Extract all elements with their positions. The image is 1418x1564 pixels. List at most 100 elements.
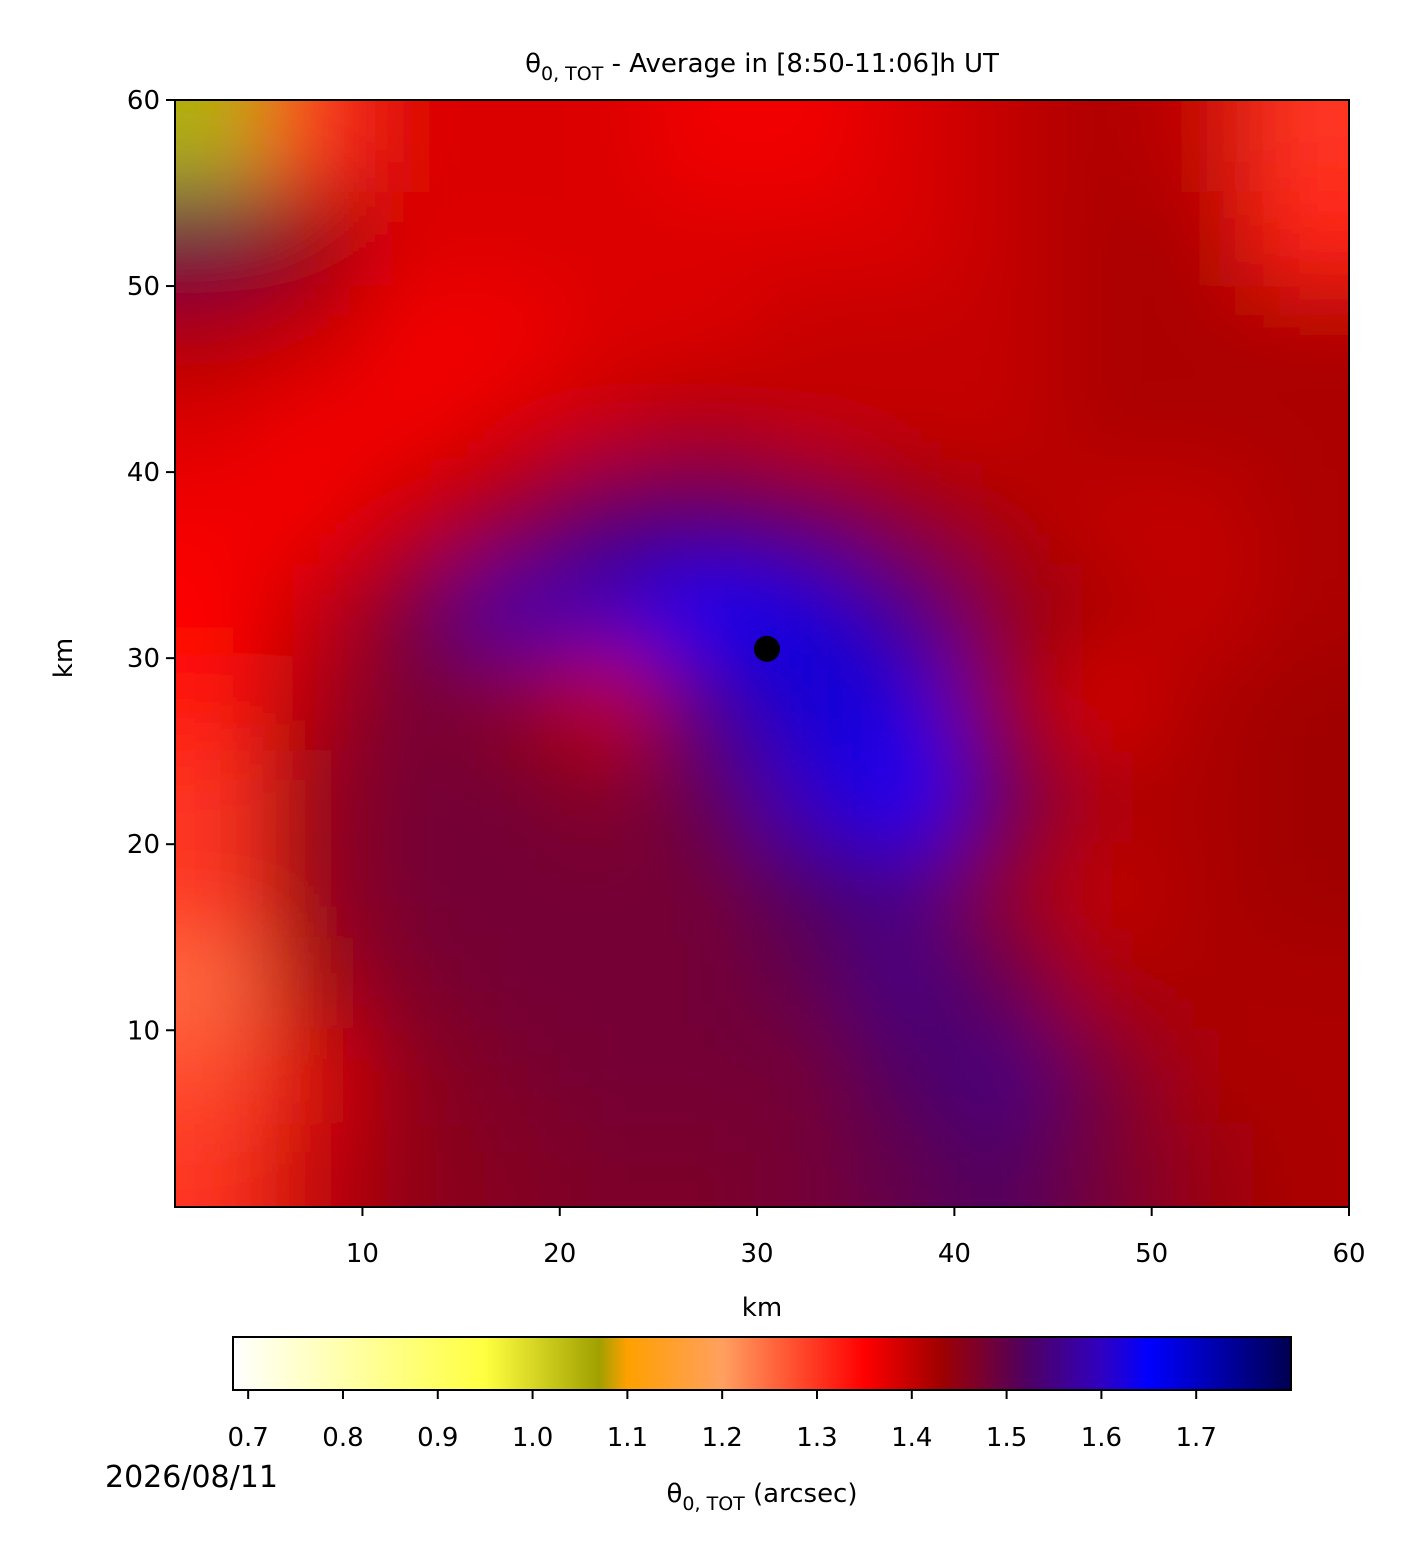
heatmap-cell xyxy=(460,657,561,753)
heatmap-cell xyxy=(1249,936,1349,1032)
heatmap-cell xyxy=(756,378,857,474)
date-label: 2026/08/11 xyxy=(105,1460,278,1495)
colorbar-tick-label: 1.6 xyxy=(1081,1423,1122,1453)
colorbar-label: θ0, TOT (arcsec) xyxy=(667,1479,858,1515)
heatmap-cell xyxy=(1249,285,1349,381)
heatmap-cell xyxy=(1052,285,1153,381)
heatmap-cell xyxy=(854,750,956,846)
heatmap-cell xyxy=(953,378,1055,474)
colorbar xyxy=(232,1336,1292,1391)
colorbar-tick-label: 0.7 xyxy=(227,1423,268,1453)
heatmap-cell xyxy=(854,657,956,753)
heatmap-cell xyxy=(175,1122,265,1207)
heatmap-cell xyxy=(1150,1029,1252,1125)
heatmap-cell xyxy=(756,1122,857,1207)
colorbar-tick-label: 1.4 xyxy=(891,1423,932,1453)
heatmap-cell xyxy=(262,100,364,195)
heatmap-cell xyxy=(1150,750,1252,846)
clabel-symbol: θ xyxy=(667,1479,683,1509)
heatmap-cell xyxy=(460,1029,561,1125)
heatmap-cell xyxy=(262,192,364,288)
x-tick-label: 60 xyxy=(1332,1239,1365,1269)
heatmap-cell xyxy=(1150,1122,1252,1207)
heatmap-cell xyxy=(460,192,561,288)
heatmap-cell xyxy=(1052,471,1153,567)
heatmap-cell xyxy=(854,936,956,1032)
y-axis-label: km xyxy=(49,638,79,678)
heatmap-cell xyxy=(854,1122,956,1207)
y-tick-label: 20 xyxy=(127,830,160,860)
x-tick-label: 40 xyxy=(938,1239,971,1269)
heatmap-cell xyxy=(1052,750,1153,846)
heatmap-cell xyxy=(1249,750,1349,846)
heatmap-cells xyxy=(175,100,1349,1207)
heatmap-cell xyxy=(558,843,660,939)
heatmap-cell xyxy=(1249,843,1349,939)
heatmap-cell xyxy=(460,285,561,381)
x-tick-label: 10 xyxy=(346,1239,379,1269)
heatmap-cell xyxy=(1249,378,1349,474)
heatmap-cell xyxy=(175,471,265,567)
heatmap-cell xyxy=(460,936,561,1032)
heatmap-cell xyxy=(460,750,561,846)
heatmap-cell xyxy=(175,936,265,1032)
heatmap-cell xyxy=(361,1122,463,1207)
heatmap-cell xyxy=(657,657,759,753)
heatmap-cell xyxy=(756,750,857,846)
heatmap-cell xyxy=(558,378,660,474)
heatmap-cell xyxy=(361,657,463,753)
heatmap-cell xyxy=(1052,100,1153,195)
heatmap-cell xyxy=(262,471,364,567)
heatmap-cell xyxy=(1150,378,1252,474)
heatmap-cell xyxy=(756,100,857,195)
title-subscript: 0, TOT xyxy=(541,63,604,85)
heatmap-cell xyxy=(1249,471,1349,567)
y-tick-label: 50 xyxy=(127,272,160,302)
heatmap-cell xyxy=(262,285,364,381)
x-axis-label: km xyxy=(742,1293,782,1323)
heatmap-cell xyxy=(361,1029,463,1125)
heatmap-cell xyxy=(756,843,857,939)
heatmap-cell xyxy=(558,1122,660,1207)
heatmap-cell xyxy=(657,471,759,567)
heatmap-cell xyxy=(175,843,265,939)
heatmap-cell xyxy=(953,192,1055,288)
colorbar-tick-label: 1.0 xyxy=(512,1423,553,1453)
y-tick-label: 40 xyxy=(127,458,160,488)
y-tick-label: 10 xyxy=(127,1016,160,1046)
heatmap-cell xyxy=(460,100,561,195)
heatmap-cell xyxy=(657,1029,759,1125)
heatmap-cell xyxy=(756,936,857,1032)
heatmap-cell xyxy=(175,100,265,195)
heatmap-cell xyxy=(854,564,956,660)
heatmap-cell xyxy=(175,192,265,288)
heatmap-cell xyxy=(361,378,463,474)
heatmap-cell xyxy=(262,1122,364,1207)
heatmap xyxy=(175,100,1349,1207)
heatmap-cell xyxy=(262,1029,364,1125)
heatmap-cell xyxy=(953,750,1055,846)
heatmap-cell xyxy=(756,1029,857,1125)
heatmap-cell xyxy=(558,192,660,288)
heatmap-cell xyxy=(460,378,561,474)
heatmap-cell xyxy=(756,192,857,288)
heatmap-cell xyxy=(854,378,956,474)
colorbar-tick-label: 1.1 xyxy=(607,1423,648,1453)
heatmap-cell xyxy=(1052,1029,1153,1125)
clabel-text: (arcsec) xyxy=(745,1479,858,1509)
y-tick-label: 30 xyxy=(127,644,160,674)
colorbar-tick-label: 0.9 xyxy=(417,1423,458,1453)
heatmap-cell xyxy=(361,192,463,288)
heatmap-cell xyxy=(657,285,759,381)
heatmap-cell xyxy=(1052,378,1153,474)
heatmap-cell xyxy=(953,564,1055,660)
heatmap-cell xyxy=(262,378,364,474)
heatmap-cell xyxy=(657,564,759,660)
heatmap-cell xyxy=(361,564,463,660)
heatmap-cell xyxy=(1150,936,1252,1032)
heatmap-cell xyxy=(175,657,265,753)
heatmap-cell xyxy=(953,285,1055,381)
heatmap-cell xyxy=(657,378,759,474)
colorbar-tick-label: 1.3 xyxy=(796,1423,837,1453)
